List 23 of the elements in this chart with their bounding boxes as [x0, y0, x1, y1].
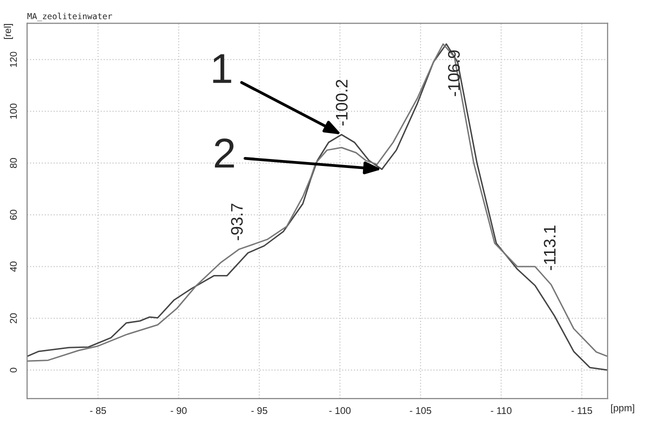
- chart-title: MA_zeoliteinwater: [27, 12, 112, 22]
- annotation: 1: [213, 54, 232, 83]
- y-tick-label: 20: [10, 313, 17, 324]
- y-tick-label: 100: [10, 104, 17, 119]
- y-axis-title: [rel]: [4, 24, 13, 39]
- y-tick-label: 0: [10, 368, 17, 372]
- x-tick-label: - 95: [251, 407, 268, 414]
- annotation: -93.7: [231, 204, 243, 240]
- y-tick-label: 80: [10, 158, 17, 168]
- x-tick-label: - 110: [490, 407, 512, 414]
- x-tick-label: - 85: [90, 407, 106, 414]
- y-tick-label: 60: [10, 210, 17, 220]
- x-tick-label: - 105: [410, 407, 432, 414]
- x-tick-label: - 115: [572, 407, 592, 414]
- x-tick-label: - 90: [170, 407, 187, 414]
- annotation: -113.1: [544, 226, 556, 270]
- x-axis-title: [ppm]: [611, 404, 634, 414]
- x-tick-label: - 100: [329, 407, 351, 414]
- annotation: -100.2: [336, 80, 348, 126]
- y-tick-label: 40: [10, 262, 17, 272]
- annotation: -106.9: [448, 50, 460, 96]
- annotation: 2: [214, 138, 234, 168]
- y-tick-label: 120: [10, 52, 17, 67]
